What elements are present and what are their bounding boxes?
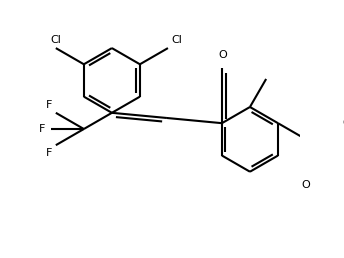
- Text: Cl: Cl: [51, 36, 62, 45]
- Text: F: F: [46, 148, 53, 158]
- Text: OH: OH: [342, 118, 344, 128]
- Text: O: O: [219, 50, 228, 60]
- Text: F: F: [46, 100, 53, 110]
- Text: F: F: [39, 124, 45, 134]
- Text: Cl: Cl: [171, 36, 182, 45]
- Text: O: O: [302, 180, 310, 190]
